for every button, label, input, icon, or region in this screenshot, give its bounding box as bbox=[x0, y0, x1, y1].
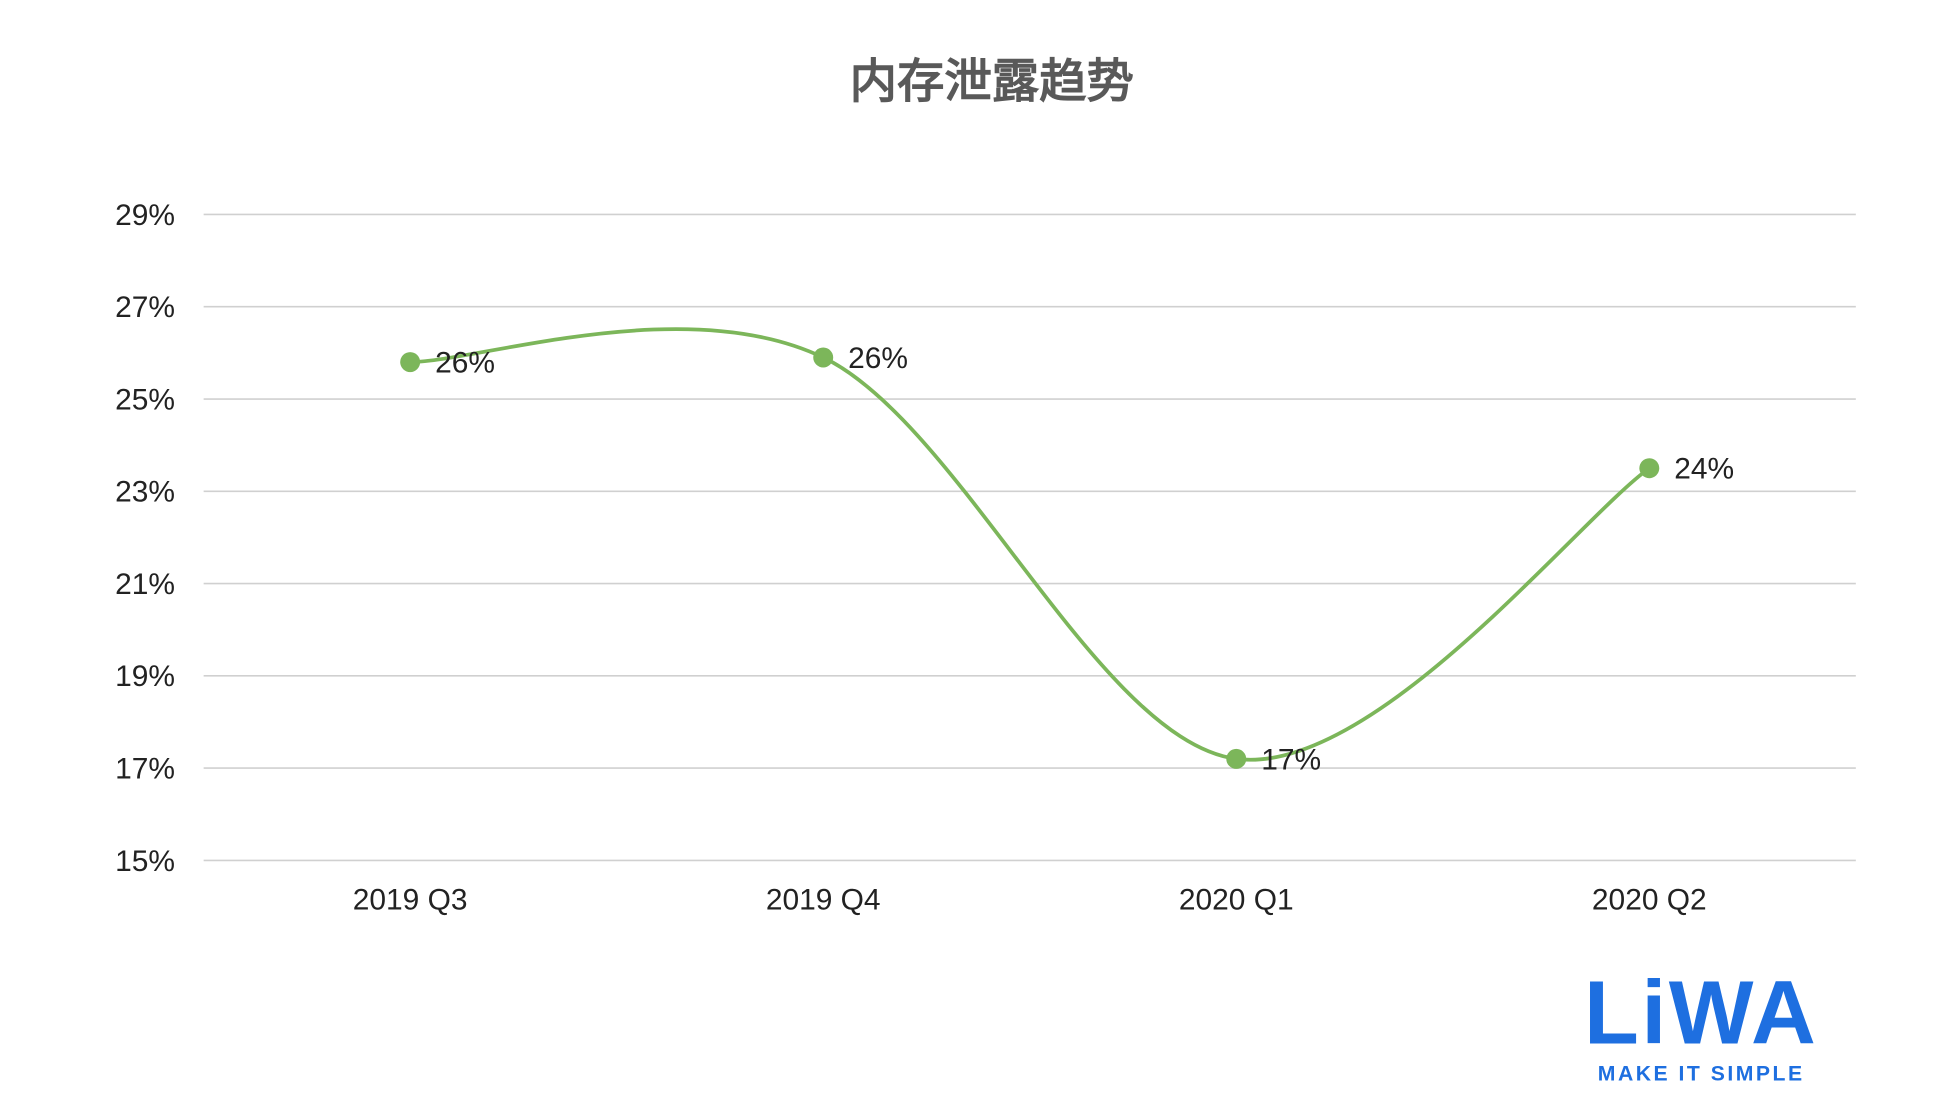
y-tick-label: 25% bbox=[115, 383, 175, 416]
data-label: 17% bbox=[1261, 743, 1321, 776]
data-label: 26% bbox=[848, 342, 908, 375]
y-tick-label: 27% bbox=[115, 291, 175, 324]
chart-title: 内存泄露趋势 bbox=[850, 55, 1134, 108]
point bbox=[1639, 458, 1660, 479]
y-tick-label: 23% bbox=[115, 476, 175, 509]
logo-name: LiWA bbox=[1584, 964, 1818, 1064]
logo-tagline: MAKE IT SIMPLE bbox=[1598, 1062, 1805, 1085]
point bbox=[400, 352, 421, 373]
y-tick-label: 29% bbox=[115, 199, 175, 232]
x-tick-label: 2020 Q1 bbox=[1179, 883, 1294, 916]
x-tick-label: 2020 Q2 bbox=[1592, 883, 1707, 916]
line bbox=[410, 327, 1651, 762]
data-label: 26% bbox=[435, 347, 495, 380]
x-tick-label: 2019 Q3 bbox=[353, 883, 468, 916]
point bbox=[813, 347, 834, 368]
data-label: 24% bbox=[1674, 453, 1734, 486]
y-tick-label: 15% bbox=[115, 845, 175, 878]
y-tick-label: 17% bbox=[115, 753, 175, 786]
x-tick-label: 2019 Q4 bbox=[766, 883, 881, 916]
point bbox=[1226, 748, 1247, 769]
y-tick-label: 21% bbox=[115, 568, 175, 601]
y-tick-label: 19% bbox=[115, 660, 175, 693]
